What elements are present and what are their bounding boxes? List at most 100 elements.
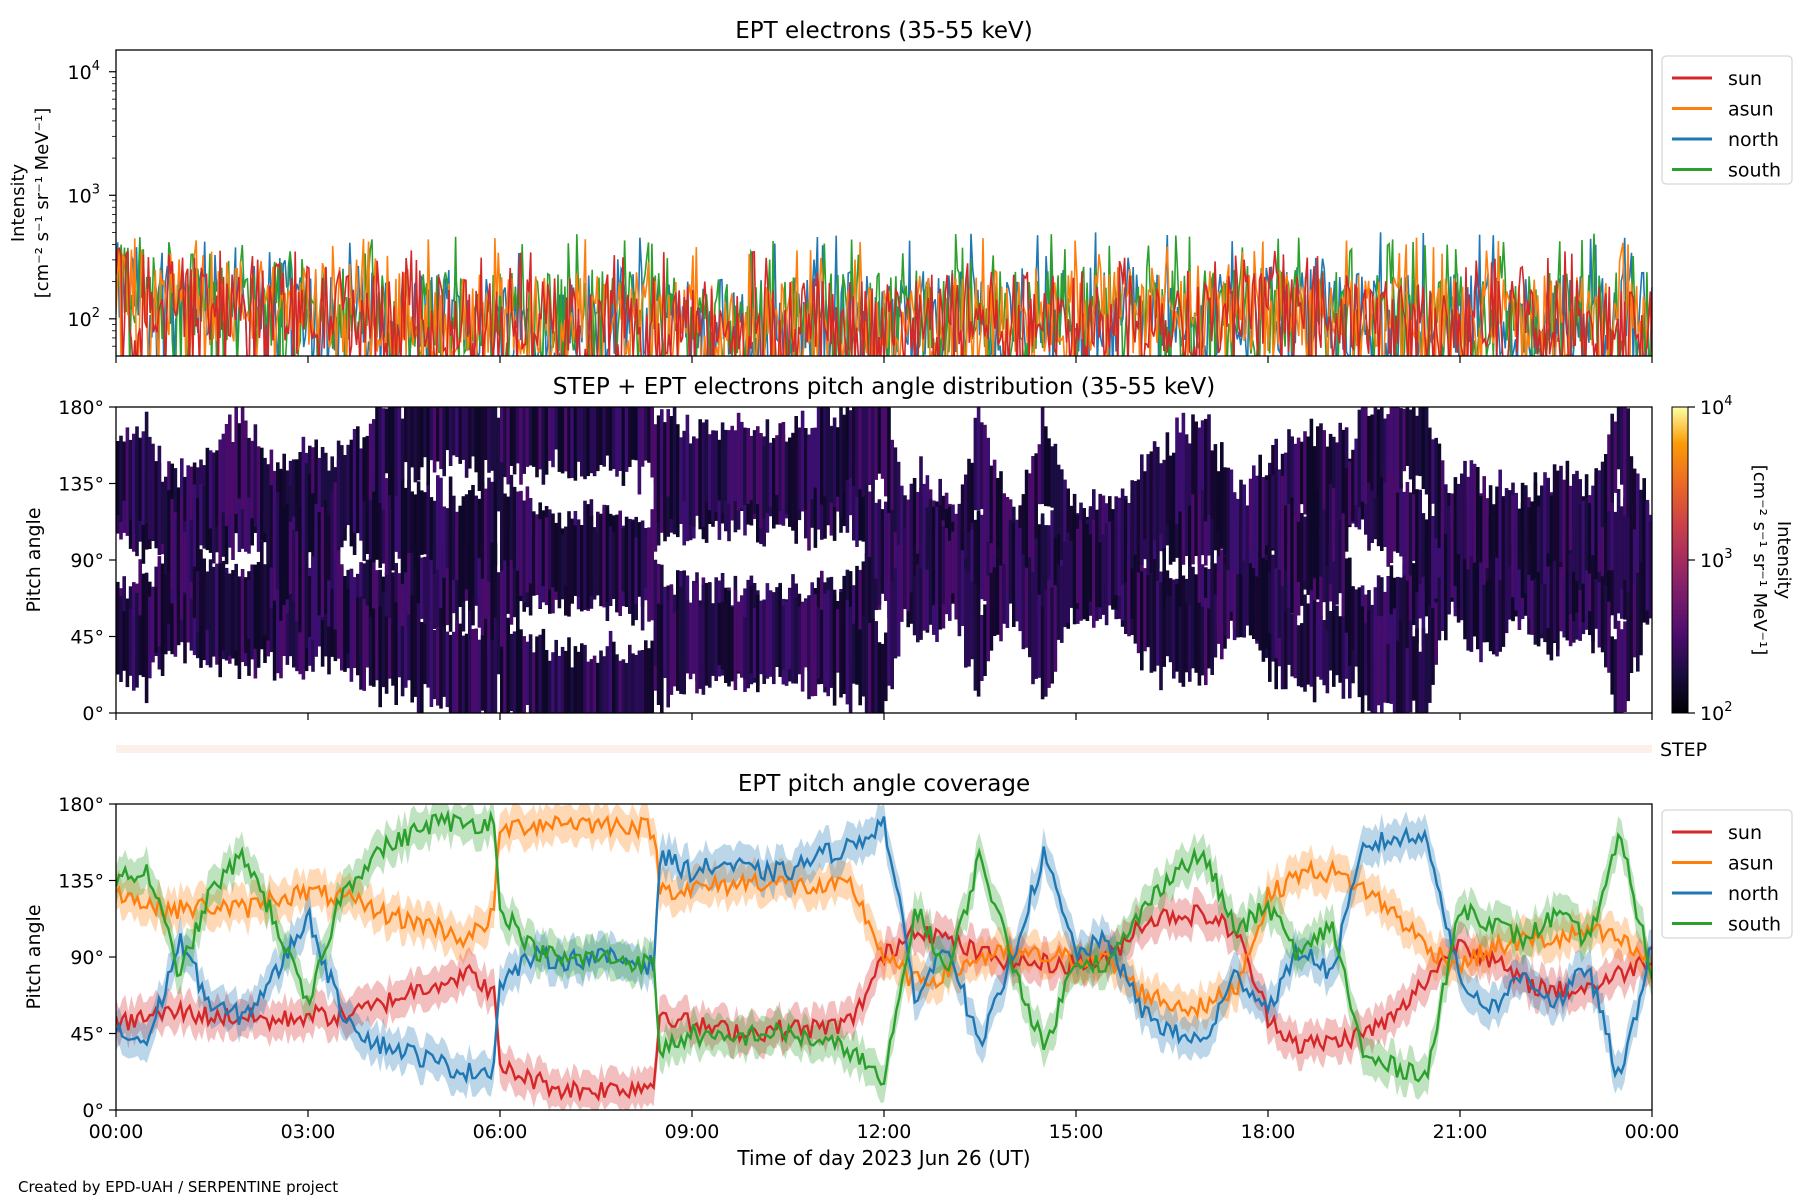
heatmap-cell <box>1559 465 1563 563</box>
heatmap-cell <box>711 603 715 676</box>
heatmap-cell <box>970 529 974 599</box>
heatmap-cell <box>1568 553 1573 614</box>
heatmap-cell <box>480 635 485 711</box>
heatmap-cell <box>1079 520 1083 621</box>
heatmap-cell <box>1258 454 1262 558</box>
heatmap-cell <box>880 643 885 713</box>
heatmap-cell <box>970 581 974 660</box>
heatmap-cell <box>592 407 597 477</box>
heatmap-cell <box>823 593 827 688</box>
heatmap-cell <box>1149 451 1154 563</box>
heatmap-cell <box>912 541 917 609</box>
heatmap-cell <box>1130 480 1134 569</box>
heatmap-cell <box>1191 453 1195 565</box>
heatmap-cell <box>1380 475 1384 551</box>
heatmap-cell <box>1399 577 1403 647</box>
heatmap-cell <box>1460 551 1464 621</box>
heatmap-cell <box>490 481 494 543</box>
heatmap-cell <box>586 407 590 477</box>
heatmap-cell <box>1312 497 1317 579</box>
heatmap-cell <box>557 512 562 609</box>
heatmap-cell <box>1191 604 1195 669</box>
heatmap-cell <box>1351 449 1355 522</box>
heatmap-cell <box>503 620 507 713</box>
heatmap-cell <box>999 552 1003 642</box>
heatmap-cell <box>788 437 792 527</box>
heatmap-cell <box>1396 407 1400 493</box>
heatmap-cell <box>1629 505 1634 605</box>
heatmap-cell <box>842 622 846 694</box>
heatmap-cell <box>708 582 712 688</box>
heatmap-cell <box>1428 605 1432 703</box>
heatmap-cell <box>314 439 318 543</box>
heatmap-cell <box>903 527 907 610</box>
heatmap-cell <box>1472 563 1477 637</box>
heatmap-cell <box>1565 557 1570 641</box>
heatmap-cell <box>525 641 530 705</box>
heatmap-cell <box>519 490 523 596</box>
heatmap-cell <box>602 407 606 467</box>
heatmap-cell <box>1133 481 1138 555</box>
heatmap-cell <box>1184 482 1189 556</box>
heatmap-cell <box>832 417 837 507</box>
heatmap-cell <box>1469 544 1474 652</box>
heatmap-cell <box>1616 489 1621 597</box>
heatmap-cell <box>176 541 181 617</box>
heatmap-cell <box>1290 497 1294 589</box>
heatmap-cell <box>439 608 443 709</box>
heatmap-cell <box>1037 524 1042 603</box>
heatmap-cell <box>480 540 485 647</box>
heatmap-cell <box>180 535 184 620</box>
heatmap-cell <box>1344 558 1349 633</box>
heatmap-cell <box>823 407 827 497</box>
heatmap-cell <box>1322 509 1326 577</box>
heatmap-cell <box>528 634 533 713</box>
heatmap-cell <box>688 443 693 525</box>
heatmap-cell <box>391 626 395 686</box>
heatmap-cell <box>1156 580 1160 666</box>
heatmap-cell <box>1085 524 1090 604</box>
heatmap-cell <box>772 454 776 515</box>
heatmap-cell <box>791 432 795 531</box>
heatmap-cell <box>861 615 866 697</box>
heatmap-cell <box>1271 554 1275 662</box>
heatmap-cell <box>474 495 478 558</box>
heatmap-cell <box>151 443 155 541</box>
y-tick-label: 180° <box>58 397 104 419</box>
heatmap-cell <box>1431 608 1435 685</box>
heatmap-cell <box>416 481 421 560</box>
heatmap-cell <box>1146 574 1150 648</box>
y-tick-label: 135° <box>58 474 104 496</box>
heatmap-cell <box>551 407 555 468</box>
heatmap-cell <box>404 407 408 463</box>
heatmap-cell <box>682 430 686 502</box>
heatmap-cell <box>215 564 219 655</box>
heatmap-cell <box>880 509 885 594</box>
heatmap-cell <box>800 410 805 509</box>
heatmap-cell <box>1290 436 1294 524</box>
heatmap-cell <box>778 584 782 677</box>
heatmap-cell <box>1232 518 1237 629</box>
heatmap-cell <box>871 407 875 490</box>
heatmap-cell <box>218 439 222 543</box>
heatmap-cell <box>237 576 242 679</box>
heatmap-cell <box>135 426 139 534</box>
heatmap-cell <box>407 407 411 491</box>
heatmap-cell <box>288 579 293 657</box>
heatmap-cell <box>1322 430 1326 534</box>
heatmap-cell <box>1527 546 1531 619</box>
heatmap-cell <box>1476 467 1480 577</box>
heatmap-cell <box>125 427 130 536</box>
heatmap-cell <box>1588 503 1592 574</box>
heatmap-cell <box>292 459 296 525</box>
heatmap-cell <box>1623 548 1627 620</box>
heatmap-cell <box>468 490 472 581</box>
heatmap-cell <box>906 500 910 612</box>
heatmap-cell <box>285 503 290 600</box>
heatmap-cell <box>442 506 446 578</box>
heatmap-cell <box>567 511 571 617</box>
heatmap-cell <box>621 528 626 592</box>
heatmap-cell <box>964 568 968 668</box>
heatmap-cell <box>352 599 357 668</box>
heatmap-cell <box>266 466 270 563</box>
